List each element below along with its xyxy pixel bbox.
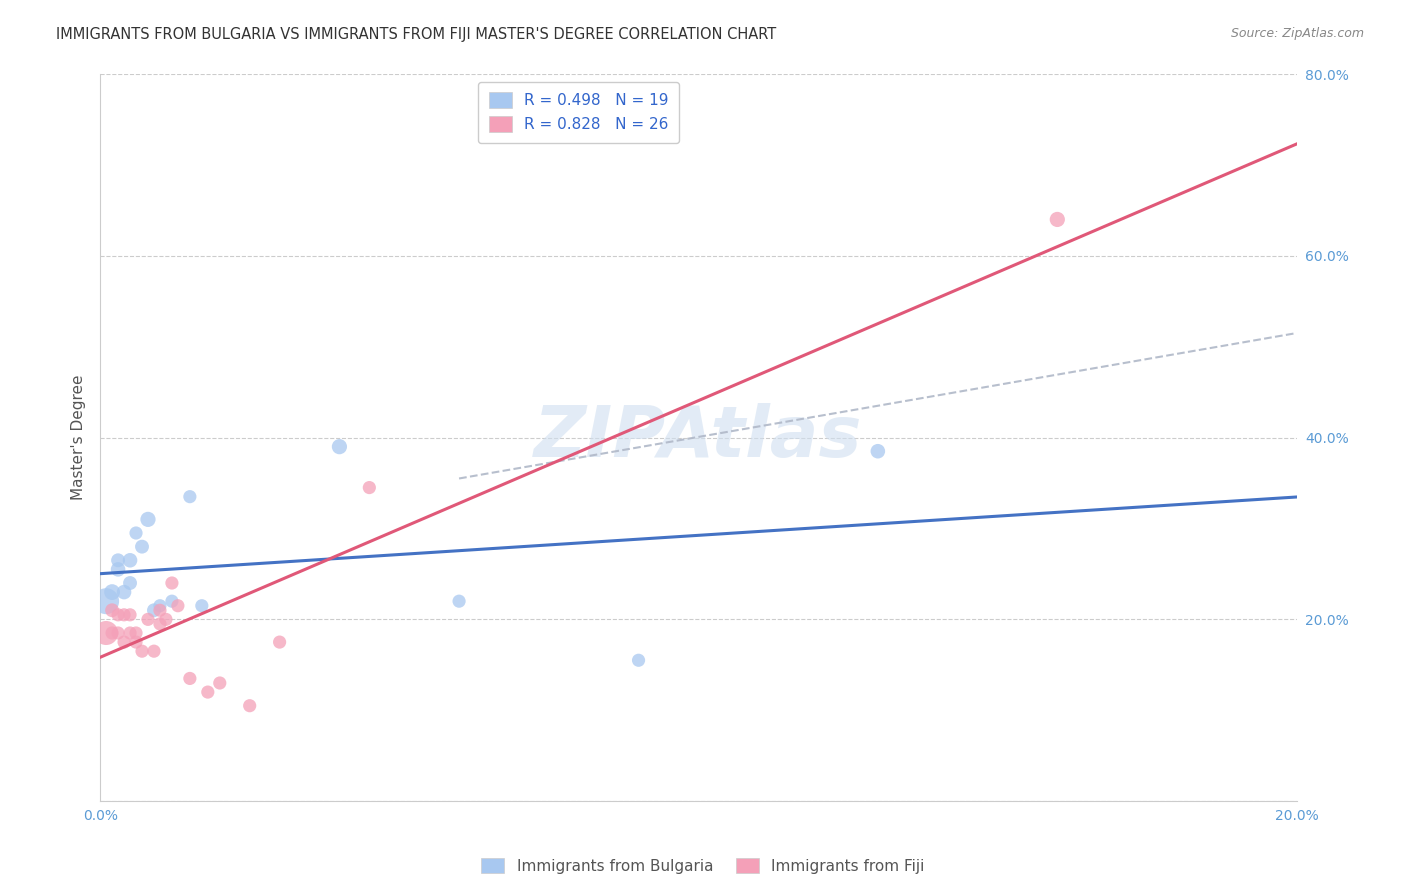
Point xyxy=(269,635,291,649)
Point xyxy=(160,594,183,608)
Point xyxy=(167,599,190,613)
Point xyxy=(131,540,153,554)
Point xyxy=(101,603,124,617)
Point xyxy=(118,607,141,622)
Point xyxy=(94,626,117,640)
Legend: R = 0.498   N = 19, R = 0.828   N = 26: R = 0.498 N = 19, R = 0.828 N = 26 xyxy=(478,82,679,143)
Point xyxy=(136,612,159,626)
Point xyxy=(359,481,381,495)
Text: Source: ZipAtlas.com: Source: ZipAtlas.com xyxy=(1230,27,1364,40)
Point xyxy=(627,653,650,667)
Text: ZIPAtlas: ZIPAtlas xyxy=(534,403,863,472)
Point xyxy=(118,576,141,591)
Point xyxy=(101,585,124,599)
Point xyxy=(107,553,129,567)
Point xyxy=(143,644,166,658)
Point xyxy=(118,553,141,567)
Point xyxy=(101,626,124,640)
Point xyxy=(1046,212,1069,227)
Y-axis label: Master's Degree: Master's Degree xyxy=(72,375,86,500)
Point xyxy=(149,599,172,613)
Point xyxy=(136,512,159,526)
Point xyxy=(112,607,135,622)
Point xyxy=(149,603,172,617)
Point xyxy=(125,635,148,649)
Point xyxy=(149,616,172,631)
Point xyxy=(197,685,219,699)
Point xyxy=(112,585,135,599)
Point xyxy=(449,594,471,608)
Point xyxy=(160,576,183,591)
Point xyxy=(866,444,889,458)
Point xyxy=(191,599,214,613)
Point xyxy=(107,562,129,576)
Point xyxy=(112,635,135,649)
Point xyxy=(155,612,177,626)
Point xyxy=(208,676,231,690)
Point xyxy=(179,672,201,686)
Point xyxy=(143,603,166,617)
Point xyxy=(131,644,153,658)
Point xyxy=(118,626,141,640)
Point xyxy=(94,594,117,608)
Point xyxy=(107,607,129,622)
Point xyxy=(239,698,262,713)
Point xyxy=(179,490,201,504)
Point xyxy=(107,626,129,640)
Legend: Immigrants from Bulgaria, Immigrants from Fiji: Immigrants from Bulgaria, Immigrants fro… xyxy=(475,852,931,880)
Point xyxy=(328,440,350,454)
Text: IMMIGRANTS FROM BULGARIA VS IMMIGRANTS FROM FIJI MASTER'S DEGREE CORRELATION CHA: IMMIGRANTS FROM BULGARIA VS IMMIGRANTS F… xyxy=(56,27,776,42)
Point xyxy=(125,626,148,640)
Point xyxy=(125,526,148,541)
